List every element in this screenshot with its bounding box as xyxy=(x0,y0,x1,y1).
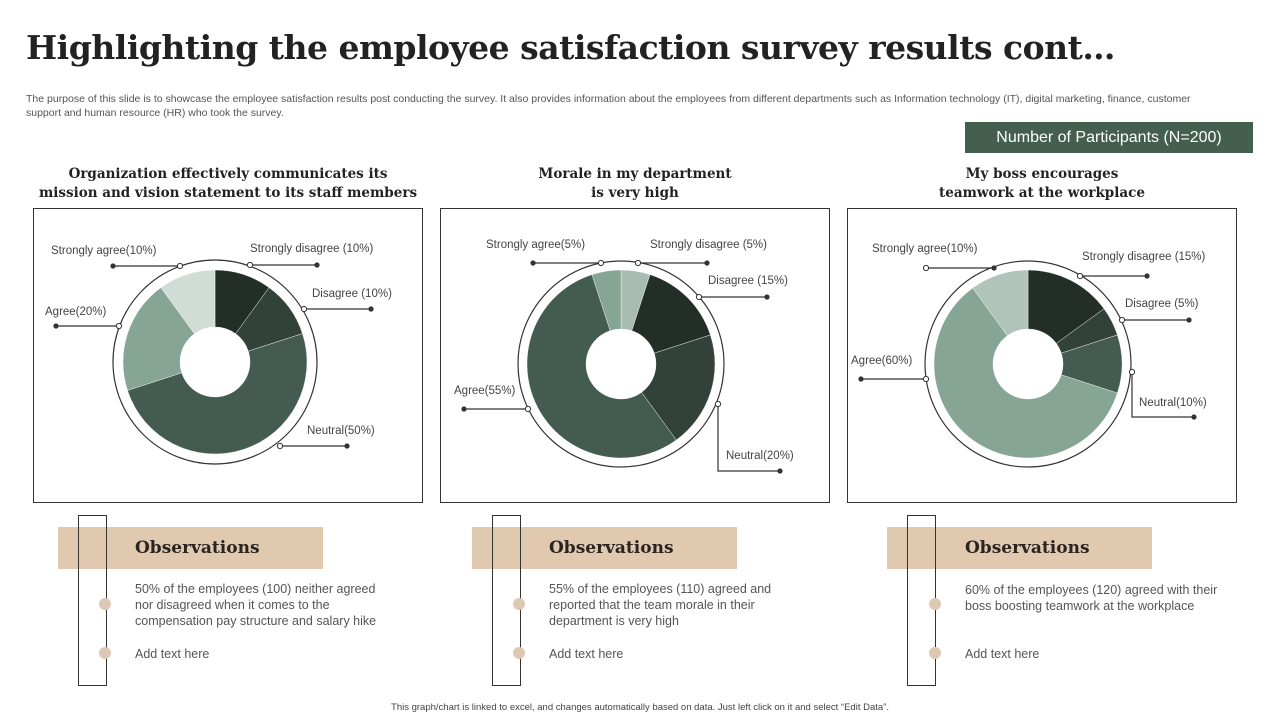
leader-end-dot xyxy=(461,406,467,412)
leader-end-dot xyxy=(991,265,997,271)
chart-panel-2 xyxy=(440,208,830,503)
leader-anchor-dot xyxy=(1128,368,1136,376)
description: The purpose of this slide is to showcase… xyxy=(26,93,1191,119)
leader-anchor-dot xyxy=(922,375,930,383)
leader-end-dot xyxy=(1191,414,1197,420)
leader-line xyxy=(717,404,780,472)
page-title: Highlighting the employee satisfaction s… xyxy=(26,28,1115,67)
bullet-dot xyxy=(929,647,941,659)
observation-placeholder: Add text here xyxy=(135,647,210,661)
chart-title-line: is very high xyxy=(591,185,679,201)
leader-end-dot xyxy=(1144,273,1150,279)
slice-agree[interactable] xyxy=(122,287,195,391)
slice-label: Strongly agree(10%) xyxy=(51,245,157,257)
slice-label: Strongly disagree (15%) xyxy=(1082,251,1206,263)
leader-anchor-dot xyxy=(524,405,532,413)
leader-end-dot xyxy=(314,262,320,268)
bullet-dot xyxy=(99,598,111,610)
leader-anchor-dot xyxy=(1076,272,1084,280)
donut-chart-2[interactable] xyxy=(461,259,783,474)
chart-title-line: My boss encourages xyxy=(965,166,1119,182)
leader-anchor-dot xyxy=(634,259,642,267)
observations-heading: Observations xyxy=(135,538,260,558)
slice-label: Agree(20%) xyxy=(45,306,107,318)
slice-strongly-agree[interactable] xyxy=(160,269,216,334)
leader-end-dot xyxy=(777,468,783,474)
chart-title-1: Organization effectively communicates it… xyxy=(33,165,423,203)
observations-header-bar xyxy=(58,527,323,569)
bullet-dot xyxy=(513,598,525,610)
slice-label: Disagree (5%) xyxy=(1125,298,1199,310)
chart-panel-1 xyxy=(33,208,423,503)
chart-title-3: My boss encourages teamwork at the workp… xyxy=(847,165,1237,203)
leader-anchor-dot xyxy=(115,322,123,330)
observations-header-bar xyxy=(472,527,737,569)
bullet-dot xyxy=(929,598,941,610)
leader-end-dot xyxy=(1186,317,1192,323)
slice-label: Neutral(50%) xyxy=(307,425,375,437)
observations-header-bar xyxy=(887,527,1152,569)
donut-chart-1[interactable] xyxy=(53,259,374,465)
bullet-dot xyxy=(513,647,525,659)
chart-title-line: mission and vision statement to its staf… xyxy=(38,185,418,201)
leader-end-dot xyxy=(344,443,350,449)
slice-label: Neutral(20%) xyxy=(726,450,794,462)
leader-end-dot xyxy=(368,306,374,312)
leader-anchor-dot xyxy=(276,442,284,450)
slice-label: Neutral(10%) xyxy=(1139,397,1207,409)
participants-badge: Number of Participants (N=200) xyxy=(965,122,1253,153)
observations-heading: Observations xyxy=(965,538,1090,558)
leader-line xyxy=(1131,372,1194,418)
chart-panel-3 xyxy=(847,208,1237,503)
observations-heading: Observations xyxy=(549,538,674,558)
observation-text: 50% of the employees (100) neither agree… xyxy=(135,582,377,628)
slice-neutral[interactable] xyxy=(641,334,716,441)
chart-title-line: Organization effectively communicates it… xyxy=(68,166,388,182)
slice-label: Agree(55%) xyxy=(454,385,516,397)
bullet-dot xyxy=(99,647,111,659)
leader-anchor-dot xyxy=(695,293,703,301)
donut-chart-3[interactable] xyxy=(858,260,1197,468)
slice-agree[interactable] xyxy=(526,274,677,459)
observation-placeholder: Add text here xyxy=(549,647,624,661)
footer-note: This graph/chart is linked to excel, and… xyxy=(391,702,889,713)
observation-text: 55% of the employees (110) agreed and re… xyxy=(549,582,772,628)
leader-end-dot xyxy=(530,260,536,266)
slice-strongly-agree[interactable] xyxy=(591,269,622,331)
leader-anchor-dot xyxy=(300,305,308,313)
slice-neutral[interactable] xyxy=(127,333,308,455)
leader-end-dot xyxy=(110,263,116,269)
slice-label: Strongly disagree (5%) xyxy=(650,239,767,251)
slice-label: Disagree (15%) xyxy=(708,275,788,287)
chart-title-2: Morale in my department is very high xyxy=(440,165,830,203)
leader-end-dot xyxy=(53,323,59,329)
slice-label: Disagree (10%) xyxy=(312,288,392,300)
observation-text: 60% of the employees (120) agreed with t… xyxy=(965,583,1218,613)
slice-label: Strongly agree(10%) xyxy=(872,243,978,255)
leader-anchor-dot xyxy=(597,259,605,267)
leader-anchor-dot xyxy=(176,262,184,270)
slice-label: Agree(60%) xyxy=(851,355,913,367)
leader-anchor-dot xyxy=(246,261,254,269)
leader-end-dot xyxy=(858,376,864,382)
leader-anchor-dot xyxy=(714,400,722,408)
slice-strongly-agree[interactable] xyxy=(972,269,1029,336)
slice-label: Strongly disagree (10%) xyxy=(250,243,374,255)
leader-end-dot xyxy=(764,294,770,300)
leader-anchor-dot xyxy=(1118,316,1126,324)
slice-label: Strongly agree(5%) xyxy=(486,239,586,251)
observation-placeholder: Add text here xyxy=(965,647,1040,661)
leader-anchor-dot xyxy=(922,264,930,272)
chart-title-line: Morale in my department xyxy=(538,166,732,182)
leader-end-dot xyxy=(704,260,710,266)
chart-title-line: teamwork at the workplace xyxy=(939,185,1145,201)
